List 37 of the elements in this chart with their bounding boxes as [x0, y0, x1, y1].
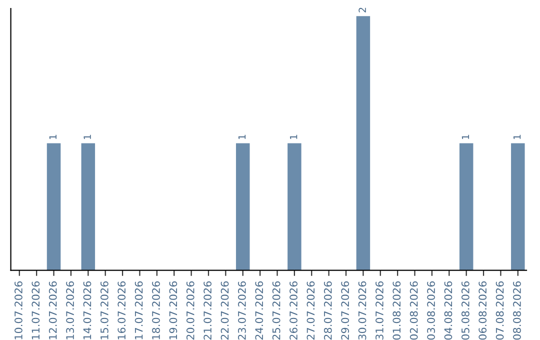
x-tick-label: 21.07.2026	[204, 281, 212, 340]
x-tick-label: 10.07.2026	[14, 281, 22, 340]
x-tick-label: 25.07.2026	[272, 281, 280, 340]
x-tick-label: 27.07.2026	[306, 281, 315, 340]
x-tick-label: 05.08.2026	[461, 281, 470, 340]
x-tick-label: 01.08.2026	[392, 281, 401, 340]
data-label: 1	[84, 134, 91, 140]
x-tick-label: 06.08.2026	[478, 281, 487, 340]
x-tick-label: 08.08.2026	[513, 281, 521, 340]
x-tick-label: 31.07.2026	[376, 281, 384, 340]
data-label: 1	[238, 134, 246, 140]
x-tick-label: 13.07.2026	[66, 281, 74, 340]
x-tick-label: 03.08.2026	[427, 281, 435, 340]
data-label: 1	[514, 134, 521, 140]
x-tick-label: 18.07.2026	[152, 281, 160, 340]
data-label: 2	[358, 8, 366, 12]
data-label: 1	[462, 134, 470, 140]
x-tick-label: 11.07.2026	[32, 281, 40, 340]
x-tick-label: 20.07.2026	[186, 281, 194, 340]
x-tick-label: 26.07.2026	[290, 281, 298, 340]
x-tick-label: 14.07.2026	[83, 281, 92, 340]
x-tick-label: 02.08.2026	[410, 281, 418, 340]
x-tick-label: 24.07.2026	[255, 281, 264, 340]
x-tick-label: 22.07.2026	[220, 281, 229, 340]
x-tick-label: 16.07.2026	[118, 281, 126, 340]
x-tick-label: 15.07.2026	[100, 281, 108, 340]
data-label: 1	[49, 134, 56, 140]
x-tick-label: 28.07.2026	[324, 281, 332, 340]
x-tick-label: 30.07.2026	[358, 281, 366, 340]
data-label: 1	[290, 134, 298, 140]
x-tick-label: 23.07.2026	[238, 281, 246, 340]
x-tick-label: 04.08.2026	[444, 281, 452, 340]
x-tick-label: 29.07.2026	[341, 281, 350, 340]
x-tick-label: 12.07.2026	[48, 281, 57, 340]
x-tick-label: 19.07.2026	[169, 281, 178, 340]
x-tick-label: 17.07.2026	[134, 281, 143, 340]
x-tick-label: 07.08.2026	[496, 281, 504, 340]
